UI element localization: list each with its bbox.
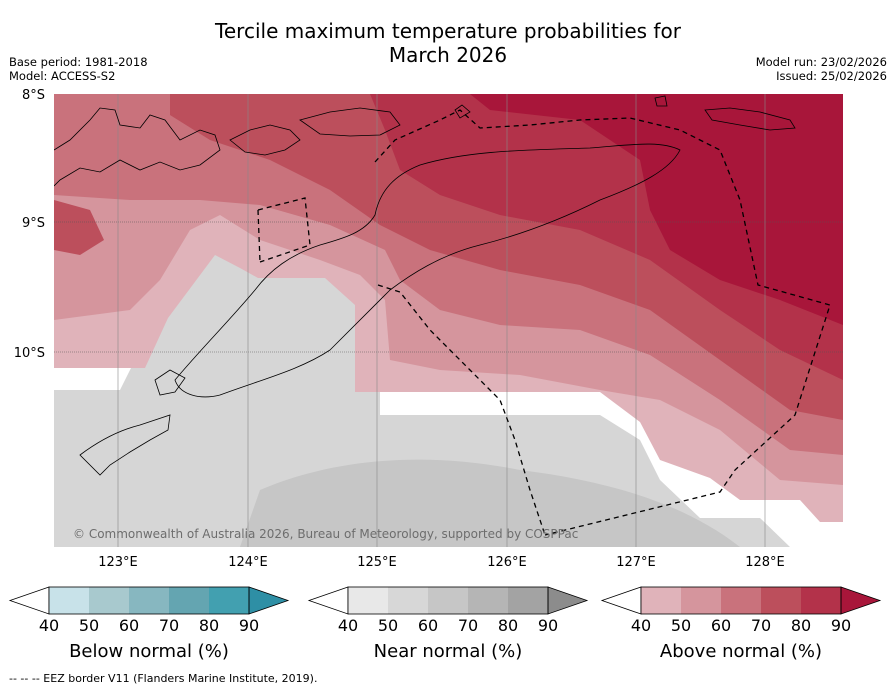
colorbar-title: Above normal (%) — [660, 641, 822, 662]
colorbar-segment — [761, 587, 801, 614]
colorbar-tick-label: 60 — [418, 616, 438, 635]
title-line-2: March 2026 — [388, 43, 508, 67]
colorbar-segment — [681, 587, 721, 614]
lon-label-128e: 128°E — [745, 555, 785, 570]
above-normal-70-west-patch — [54, 200, 104, 255]
footer-note: -- -- -- EEZ border V11 (Flanders Marine… — [9, 672, 318, 685]
colorbar-segment — [169, 587, 209, 614]
colorbar-tick-label: 80 — [791, 616, 811, 635]
colorbar-tick-label: 60 — [119, 616, 139, 635]
colorbar-segment — [508, 587, 548, 614]
colorbar-right-extend — [547, 586, 589, 615]
colorbar-outline — [48, 586, 250, 615]
model-name: Model: ACCESS-S2 — [9, 69, 116, 83]
above-normal-90-zone — [470, 94, 843, 325]
meridians — [117, 94, 766, 547]
colorbar-near-normal: 40 50 60 70 80 90 Near normal (%) — [307, 586, 589, 662]
lat-label-10s: 10°S — [14, 346, 45, 361]
colorbar-tick-label: 50 — [671, 616, 691, 635]
colorbar-tick-label: 40 — [631, 616, 651, 635]
chart-title: Tercile maximum temperature probabilitie… — [0, 19, 896, 67]
colorbar-tick-label: 50 — [79, 616, 99, 635]
colorbar-tick-label: 90 — [239, 616, 259, 635]
colorbar-tick-label: 60 — [711, 616, 731, 635]
colorbar-segment — [209, 587, 249, 614]
lat-label-8s: 8°S — [22, 88, 45, 103]
copyright-notice: © Commonwealth of Australia 2026, Bureau… — [73, 527, 578, 541]
colorbar-tick-label: 40 — [338, 616, 358, 635]
babar-coast — [704, 107, 796, 131]
semau-coast — [154, 369, 186, 396]
colorbar-above-normal: 40 50 60 70 80 90 Above normal (%) — [600, 586, 882, 662]
colorbar-segment — [49, 587, 89, 614]
flores-coast — [54, 107, 221, 187]
lon-label-125e: 125°E — [357, 555, 397, 570]
meta-right: Model run: 23/02/2026 Issued: 25/02/2026 — [756, 55, 887, 83]
colorbar-title: Below normal (%) — [69, 641, 229, 662]
model-run: Model run: 23/02/2026 — [755, 55, 887, 69]
colorbar-right-extend — [248, 586, 290, 615]
lon-label-126e: 126°E — [487, 555, 527, 570]
base-period: Base period: 1981-2018 — [9, 55, 148, 69]
colorbar-segment — [129, 587, 169, 614]
meta-left: Base period: 1981-2018 Model: ACCESS-S2 — [9, 55, 148, 83]
colorbar-title: Near normal (%) — [374, 641, 523, 662]
colorbar-segment — [468, 587, 508, 614]
colorbar-tick-label: 70 — [751, 616, 771, 635]
alor-east-coast — [299, 107, 401, 137]
colorbar-tick-label: 80 — [498, 616, 518, 635]
issued-date: Issued: 25/02/2026 — [776, 69, 887, 83]
alor-coast — [229, 124, 301, 156]
colorbar-left-extend — [8, 586, 50, 615]
colorbar-segment — [388, 587, 428, 614]
colorbar-left-extend — [600, 586, 642, 615]
coastlines — [54, 95, 796, 476]
colorbar-below-normal: 40 50 60 70 80 90 Below normal (%) — [8, 586, 290, 662]
near-normal-west-edge — [54, 400, 110, 410]
colorbar-tick-label: 90 — [831, 616, 851, 635]
colorbar-right-extend — [840, 586, 882, 615]
colorbar-tick-label: 70 — [159, 616, 179, 635]
lon-label-124e: 124°E — [228, 555, 268, 570]
probability-field — [54, 94, 843, 547]
eez-border-south — [377, 284, 546, 536]
lon-label-127e: 127°E — [616, 555, 656, 570]
colorbar-outline — [347, 586, 549, 615]
colorbar-left-extend — [307, 586, 349, 615]
lat-label-9s: 9°S — [22, 216, 45, 231]
colorbar-segment — [89, 587, 129, 614]
rote-coast — [79, 414, 171, 476]
colorbar-segment — [641, 587, 681, 614]
colorbar-segment — [801, 587, 841, 614]
timor-coast — [174, 143, 681, 398]
colorbar-tick-label: 70 — [458, 616, 478, 635]
colorbar-segment — [428, 587, 468, 614]
colorbar-tick-label: 40 — [39, 616, 59, 635]
colorbar-tick-label: 80 — [199, 616, 219, 635]
near-normal-50-zone — [240, 459, 740, 547]
colorbar-tick-label: 50 — [378, 616, 398, 635]
graticule — [54, 221, 843, 353]
colorbar-tick-label: 90 — [538, 616, 558, 635]
lon-label-123e: 123°E — [98, 555, 138, 570]
wetar-coast — [654, 95, 668, 107]
colorbar-segment — [721, 587, 761, 614]
colorbar-outline — [640, 586, 842, 615]
atauro-coast — [454, 104, 471, 119]
title-line-1: Tercile maximum temperature probabilitie… — [215, 19, 681, 43]
eez-border — [257, 109, 831, 536]
colorbar-segment — [348, 587, 388, 614]
